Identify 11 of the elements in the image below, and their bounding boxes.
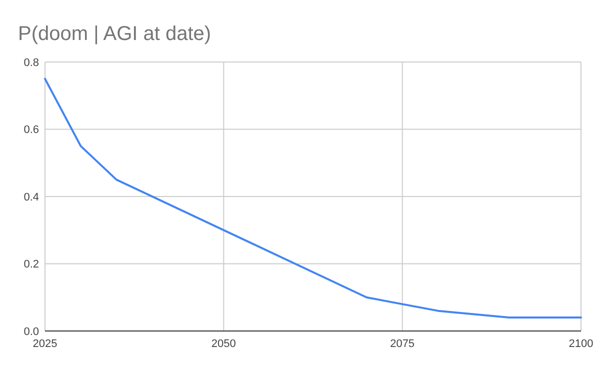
chart-title: P(doom | AGI at date) [18,23,212,45]
y-tick-label: 0.4 [24,191,39,204]
y-tick-label: 0.0 [24,326,39,338]
y-tick-label: 0.6 [24,124,39,136]
y-tick-label: 0.8 [24,56,39,69]
x-tick-label: 2050 [211,338,236,350]
y-tick-label: 0.2 [24,258,39,271]
x-tick-label: 2025 [32,338,58,350]
line-series [44,78,582,319]
x-tick-label: 2100 [568,338,594,350]
x-tick-label: 2075 [390,338,415,350]
